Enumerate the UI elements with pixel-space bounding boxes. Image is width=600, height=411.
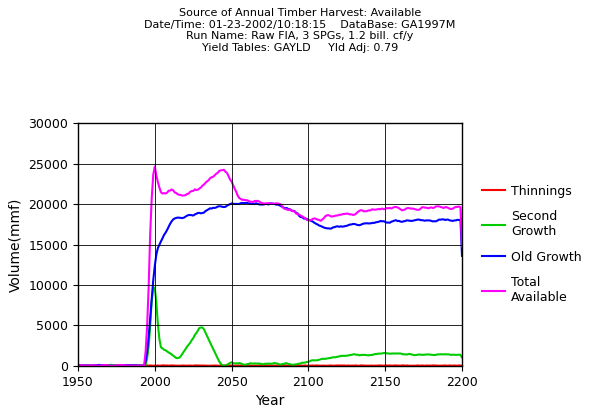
Old Growth <box>244 200 251 205</box>
Y-axis label: Volume(mmf): Volume(mmf) <box>9 197 23 292</box>
Total
Available <box>458 244 466 249</box>
Old Growth <box>107 363 114 368</box>
Second
Growth <box>149 285 157 290</box>
Old Growth <box>74 363 82 368</box>
Old Growth <box>366 221 373 226</box>
Old Growth <box>253 201 260 206</box>
Line: Old Growth: Old Growth <box>78 203 462 366</box>
Total
Available <box>310 217 317 222</box>
Second
Growth <box>458 355 466 360</box>
Second
Growth <box>85 363 92 368</box>
Thinnings <box>458 363 466 368</box>
Thinnings <box>365 363 372 368</box>
Old Growth <box>305 217 312 222</box>
Second
Growth <box>337 353 344 358</box>
Total
Available <box>74 363 82 368</box>
Old Growth <box>226 202 233 207</box>
Second
Growth <box>253 361 260 366</box>
Total
Available <box>253 199 260 203</box>
Thinnings <box>74 363 82 368</box>
Total
Available <box>228 179 235 184</box>
Second
Growth <box>366 353 373 358</box>
Thinnings <box>335 363 343 368</box>
Old Growth <box>458 254 466 259</box>
Second
Growth <box>74 363 82 368</box>
Legend: Thinnings, Second
Growth, Old Growth, Total
Available: Thinnings, Second Growth, Old Growth, To… <box>476 178 588 311</box>
Thinnings <box>308 363 315 368</box>
Total
Available <box>305 218 312 223</box>
Line: Second
Growth: Second Growth <box>78 287 462 366</box>
Thinnings <box>455 363 463 368</box>
Second
Growth <box>310 358 317 363</box>
Thinnings <box>251 363 258 368</box>
Second
Growth <box>228 360 235 365</box>
Text: Source of Annual Timber Harvest: Available
Date/Time: 01-23-2002/10:18:15    Dat: Source of Annual Timber Harvest: Availab… <box>145 8 455 53</box>
Total
Available <box>151 164 158 169</box>
Thinnings <box>226 363 233 368</box>
Old Growth <box>310 219 317 224</box>
Line: Total
Available: Total Available <box>78 166 462 366</box>
Total
Available <box>366 208 373 213</box>
X-axis label: Year: Year <box>256 394 284 408</box>
Total
Available <box>337 212 344 217</box>
Total
Available <box>82 363 89 368</box>
Thinnings <box>303 363 310 368</box>
Second
Growth <box>305 359 312 364</box>
Old Growth <box>337 224 344 229</box>
Thinnings <box>93 363 100 368</box>
